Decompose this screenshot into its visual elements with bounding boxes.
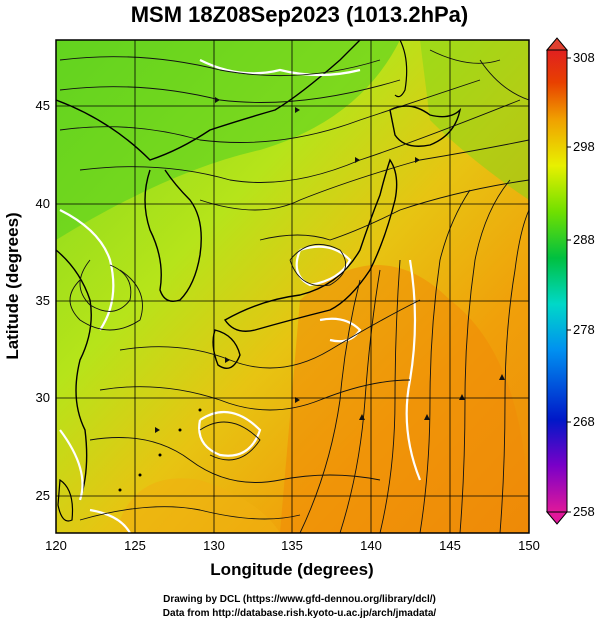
colorbar-top-triangle [545,37,569,51]
coastline-china [56,249,92,501]
coastline-kyushu [212,329,241,369]
y-tick-label: 25 [36,488,50,503]
colorbar-bottom-triangle [545,511,569,525]
ryukyu-islands [118,408,202,492]
credits: Drawing by DCL (https://www.gfd-dennou.o… [0,593,599,621]
x-tick-label: 130 [203,538,225,553]
page-title: MSM 18Z08Sep2023 (1013.2hPa) [130,2,469,27]
x-tick-label: 120 [45,538,67,553]
colorbar-tick-label: 278 [573,322,595,337]
credits-line-1: Drawing by DCL (https://www.gfd-dennou.o… [163,594,436,605]
x-tick-label: 135 [281,538,303,553]
coastline-sakhalin [394,40,408,98]
y-tick-label: 35 [36,293,50,308]
y-tick-labels: 25 30 35 40 45 [36,98,50,503]
colorbar-tick-label: 258 [573,504,595,519]
x-tick-label: 125 [124,538,146,553]
y-tick-label: 45 [36,98,50,113]
wind-streamlines [59,49,529,533]
colorbar-body [546,49,568,513]
y-tick-label: 40 [36,196,50,211]
coastline-hokkaido [389,105,462,147]
colorbar-tick-label: 288 [573,232,595,247]
credits-line-2: Data from http://database.rish.kyoto-u.a… [162,608,437,619]
coastline-asia [56,40,361,161]
coastline-korea [144,169,202,302]
y-axis-label: Latitude (degrees) [3,212,22,359]
colorbar-tick-label: 268 [573,414,595,429]
y-tick-label: 30 [36,390,50,405]
coastline-taiwan [57,478,74,522]
colorbar-tick-label: 308 [573,50,595,65]
map-figure: 120 125 130 135 140 145 150 Longitude (d… [3,37,595,579]
x-tick-label: 145 [439,538,461,553]
x-tick-label: 140 [360,538,382,553]
x-axis-label: Longitude (degrees) [210,560,373,579]
x-tick-label: 150 [518,538,540,553]
coastline-honshu [224,158,398,332]
streamline-arrows [155,97,505,433]
x-tick-labels: 120 125 130 135 140 145 150 [45,538,540,553]
colorbar: 308 298 288 278 268 258 [545,37,595,525]
grid-lines [56,40,529,533]
plot-area [56,40,529,533]
colorbar-tick-label: 298 [573,139,595,154]
plot-frame [55,39,530,534]
